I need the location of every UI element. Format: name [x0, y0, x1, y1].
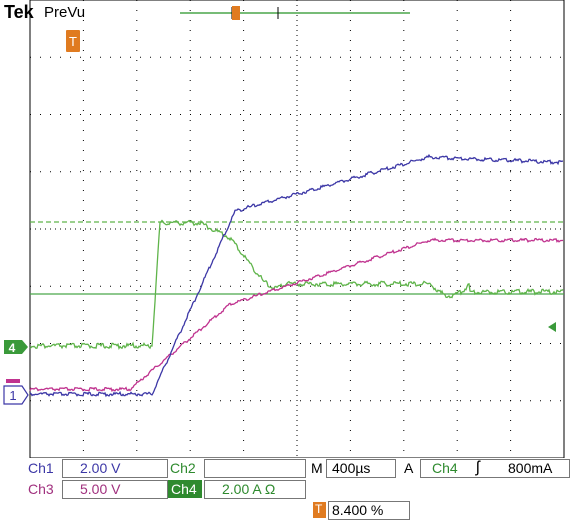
trigger-position-icon-letter: T [315, 502, 323, 516]
trigger-slope-icon: ʃ [476, 459, 480, 476]
trigger-source: Ch4 [432, 460, 458, 476]
trigger-position-icon[interactable] [66, 30, 80, 52]
brand-logo: Tek [4, 2, 34, 22]
trigger-position-value: 8.400 % [332, 502, 384, 518]
ch1-scale: 2.00 V [80, 460, 121, 476]
trigger-position-readout-icon [313, 502, 326, 518]
trigger-level: 800mA [508, 460, 553, 476]
ch4-scale-box[interactable] [204, 480, 306, 499]
ch2-label: Ch2 [170, 460, 196, 476]
trigger-position-letter: T [69, 34, 77, 49]
ch4-ground-marker[interactable] [4, 340, 28, 354]
ch4-label: Ch4 [171, 481, 197, 497]
record-trigger-icon [232, 6, 240, 20]
timebase-label: M [311, 460, 323, 476]
ch3-scale: 5.00 V [80, 481, 121, 497]
trigger-box[interactable] [420, 459, 570, 478]
ch2-scale-box[interactable] [204, 459, 306, 478]
ch1-ground-marker[interactable] [3, 385, 29, 405]
ch3-trace [29, 237, 564, 393]
ch1-scale-box[interactable] [62, 459, 168, 478]
ch3-label: Ch3 [28, 481, 54, 497]
ch1-marker-label: 1 [9, 388, 16, 403]
graticule-grid [30, 0, 564, 458]
timebase-value: 400µs [332, 460, 371, 476]
header: Tek PreVu [0, 0, 574, 28]
ch3-scale-box[interactable] [62, 480, 168, 499]
trigger-position-box[interactable] [328, 501, 410, 520]
ch1-trace [29, 153, 564, 398]
timebase-box[interactable] [326, 459, 396, 478]
ch4-marker-label: 4 [9, 341, 16, 355]
trigger-mode: A [404, 460, 414, 476]
acquisition-mode: PreVu [44, 4, 86, 21]
ch3-ground-marker[interactable] [6, 379, 20, 383]
ch4-label-badge[interactable] [168, 480, 202, 498]
ch1-label: Ch1 [28, 460, 54, 476]
trigger-level-arrow[interactable] [548, 322, 556, 332]
ch4-scale: 2.00 A Ω [222, 481, 276, 497]
